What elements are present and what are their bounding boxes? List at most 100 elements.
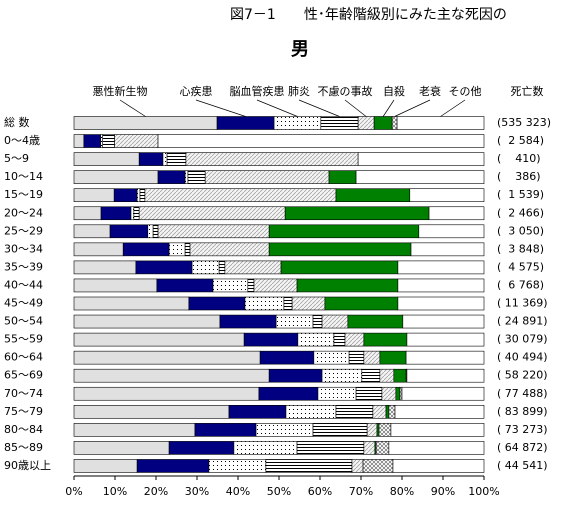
bar-segment <box>258 386 319 401</box>
bar-segment <box>321 368 363 383</box>
bar-segment <box>194 423 257 437</box>
bar-segment <box>73 188 115 202</box>
legend-leader <box>440 99 466 117</box>
bar-segment <box>216 116 275 130</box>
bar-segment <box>375 441 390 455</box>
bar-segment <box>320 116 359 130</box>
bar-segment <box>284 206 430 221</box>
row-label: 35～39 <box>4 260 43 273</box>
row-label: 25～29 <box>4 224 43 237</box>
bar-segment <box>187 170 206 184</box>
bar-segment <box>283 296 293 311</box>
bar-segment <box>344 332 365 347</box>
legend-label: 脳血管疾患 <box>230 84 285 98</box>
bar-segment <box>73 260 137 275</box>
bar-segment <box>410 242 485 257</box>
legend-leader <box>394 99 431 117</box>
death-count: ( 30 079) <box>497 333 548 346</box>
bar-segment <box>333 332 346 347</box>
bar-segment <box>144 188 337 202</box>
bar-segment <box>394 404 485 419</box>
bar-segment <box>212 278 249 293</box>
bar-segment <box>409 188 485 202</box>
bar-segment <box>393 368 407 383</box>
bar-segment <box>73 116 218 130</box>
x-tick-label: 20% <box>144 485 168 498</box>
death-count: ( 3 050) <box>497 224 544 237</box>
bar-segment <box>355 386 383 401</box>
x-tick-label: 60% <box>308 485 332 498</box>
death-count: ( 77 488) <box>497 387 548 400</box>
legend-leader <box>119 99 146 117</box>
bar-segment <box>321 314 349 329</box>
bar-segment <box>73 206 102 221</box>
chart-subtitle: 男 <box>291 39 309 60</box>
x-tick-label: 50% <box>267 485 291 498</box>
bar-segment <box>184 170 189 184</box>
bar-segment <box>275 314 314 329</box>
x-tick-label: 30% <box>185 485 209 498</box>
x-tick-label: 10% <box>103 485 127 498</box>
bar-segment <box>391 116 398 130</box>
bar-segment <box>312 314 323 329</box>
bar-segment <box>265 459 353 473</box>
bar-segment <box>397 260 485 275</box>
legend-leader <box>344 99 367 117</box>
row-label: 55～59 <box>4 333 43 346</box>
bar-segment <box>348 350 365 365</box>
bar-segment <box>73 386 260 401</box>
bar-segment <box>253 278 298 293</box>
bar-segment <box>366 423 378 437</box>
bar-segment <box>130 206 135 221</box>
row-label: 45～49 <box>4 297 43 310</box>
bar-segment <box>388 404 396 419</box>
bar-segment <box>396 116 485 130</box>
bar-segment <box>418 224 485 239</box>
row-label: 10～14 <box>4 170 43 183</box>
bar-segment <box>73 224 111 239</box>
row-label: 90歳以上 <box>4 459 51 472</box>
bar-segment <box>351 459 364 473</box>
bar-segment <box>285 404 337 419</box>
row-label: 60～64 <box>4 351 43 364</box>
x-tick-label: 90% <box>431 485 455 498</box>
bar-segment <box>297 332 335 347</box>
row-label: 5～9 <box>4 152 29 165</box>
bar-segment <box>73 441 170 455</box>
death-count: ( 73 273) <box>497 423 548 436</box>
death-count: (535 323) <box>497 116 551 129</box>
bar-segment <box>204 170 330 184</box>
bar-segment <box>317 386 357 401</box>
bar-segment <box>184 242 191 257</box>
bar-segment <box>102 134 115 148</box>
row-label: 70～74 <box>4 387 43 400</box>
bar-segment <box>157 170 186 184</box>
bar-segment <box>188 296 246 311</box>
death-count: ( 6 768) <box>497 278 544 291</box>
bar-segment <box>268 224 420 239</box>
bar-segment <box>243 332 299 347</box>
bar-segment <box>244 296 285 311</box>
bar-segment <box>381 386 397 401</box>
bar-segment <box>113 188 138 202</box>
bar-segment <box>224 260 282 275</box>
bar-segment <box>138 206 286 221</box>
death-count: ( 11 369) <box>497 297 548 310</box>
bar-segment <box>139 188 146 202</box>
bar-segment <box>73 350 261 365</box>
row-label: 総 数 <box>4 115 30 129</box>
legend-leader <box>382 99 395 117</box>
bar-segment <box>156 278 214 293</box>
death-count: ( 83 899) <box>497 405 548 418</box>
legend-leader <box>298 99 340 117</box>
bar-segment <box>388 441 485 455</box>
bar-segment <box>147 224 154 239</box>
bar-segment <box>379 350 407 365</box>
bar-segment <box>122 242 170 257</box>
bar-segment <box>379 368 395 383</box>
bar-segment <box>73 332 245 347</box>
x-tick-label: 100% <box>468 485 499 498</box>
bar-segment <box>406 332 485 347</box>
legend-label: 悪性新生物 <box>93 84 148 98</box>
death-count: ( 44 541) <box>497 459 548 472</box>
